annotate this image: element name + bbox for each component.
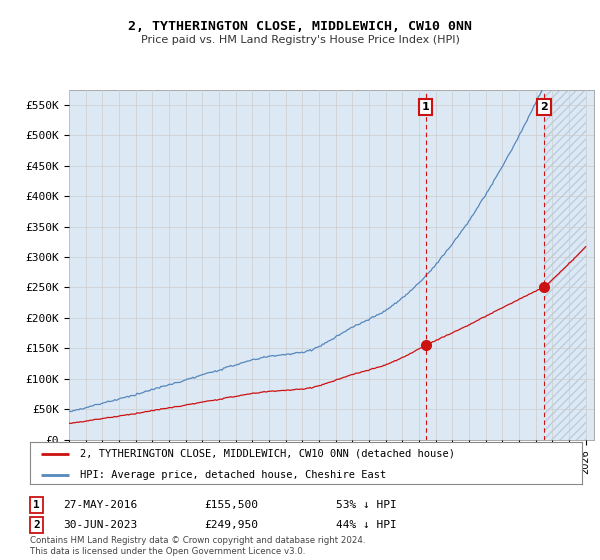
Text: 2, TYTHERINGTON CLOSE, MIDDLEWICH, CW10 0NN (detached house): 2, TYTHERINGTON CLOSE, MIDDLEWICH, CW10 … <box>80 449 455 459</box>
Text: £249,950: £249,950 <box>204 520 258 530</box>
Text: 44% ↓ HPI: 44% ↓ HPI <box>336 520 397 530</box>
Text: 30-JUN-2023: 30-JUN-2023 <box>63 520 137 530</box>
Text: 2: 2 <box>540 102 548 112</box>
Text: Price paid vs. HM Land Registry's House Price Index (HPI): Price paid vs. HM Land Registry's House … <box>140 35 460 45</box>
Text: £155,500: £155,500 <box>204 500 258 510</box>
Text: 1: 1 <box>422 102 430 112</box>
Text: 1: 1 <box>33 500 40 510</box>
Text: HPI: Average price, detached house, Cheshire East: HPI: Average price, detached house, Ches… <box>80 470 386 480</box>
Text: 2: 2 <box>33 520 40 530</box>
Text: 53% ↓ HPI: 53% ↓ HPI <box>336 500 397 510</box>
Text: 27-MAY-2016: 27-MAY-2016 <box>63 500 137 510</box>
Text: 2, TYTHERINGTON CLOSE, MIDDLEWICH, CW10 0NN: 2, TYTHERINGTON CLOSE, MIDDLEWICH, CW10 … <box>128 20 472 32</box>
Text: Contains HM Land Registry data © Crown copyright and database right 2024.
This d: Contains HM Land Registry data © Crown c… <box>30 536 365 556</box>
